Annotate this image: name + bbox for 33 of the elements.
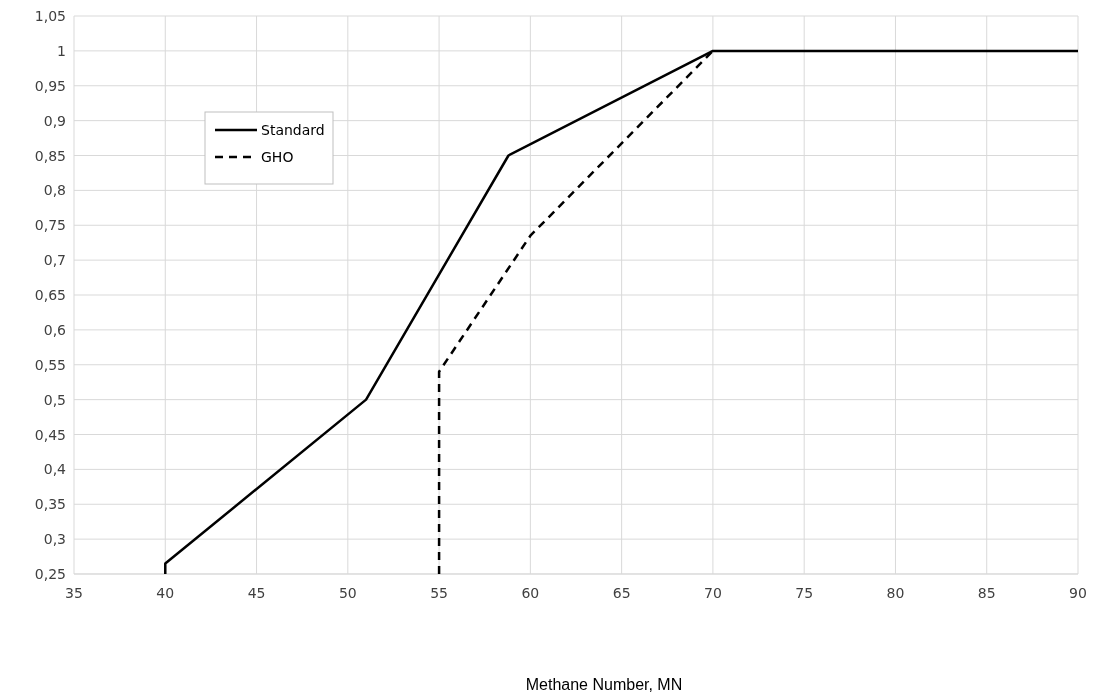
y-tick-label: 1 xyxy=(57,42,66,59)
x-tick-label: 45 xyxy=(247,585,266,601)
x-tick-label: 90 xyxy=(1069,585,1087,601)
y-tick-label: 0,85 xyxy=(34,147,66,164)
x-tick-label: 50 xyxy=(338,585,357,601)
x-tick-label: 40 xyxy=(156,585,175,601)
x-tick-label: 60 xyxy=(521,585,540,601)
legend-label: Standard xyxy=(261,122,325,138)
y-tick-label: 0,7 xyxy=(43,252,66,269)
legend-label: GHO xyxy=(261,149,294,165)
line-series xyxy=(164,49,1080,576)
y-tick-label: 0,75 xyxy=(34,217,66,234)
y-tick-label: 0,65 xyxy=(34,287,66,303)
x-tick-label: 70 xyxy=(704,585,722,601)
x-tick-label: 75 xyxy=(795,585,814,601)
y-tick-label: 0,55 xyxy=(34,356,66,373)
y-tick-label: 0,25 xyxy=(34,566,66,582)
y-tick-label: 0,45 xyxy=(34,426,66,443)
x-tick-label: 80 xyxy=(886,585,905,601)
y-tick-label: 1,05 xyxy=(34,8,66,24)
y-tick-label: 0,3 xyxy=(43,531,66,548)
x-tick-label: 35 xyxy=(65,585,83,601)
y-tick-label: 0,5 xyxy=(43,391,66,408)
y-tick-label: 0,35 xyxy=(34,496,66,513)
y-tick-label: 0,9 xyxy=(43,112,66,129)
y-tick-label: 0,95 xyxy=(34,77,66,94)
x-tick-label: 55 xyxy=(430,585,448,601)
y-tick-label: 0,6 xyxy=(43,321,67,338)
y-tick-label: 0,8 xyxy=(43,182,66,199)
y-tick-label: 0,4 xyxy=(43,461,67,478)
x-tick-label: 85 xyxy=(977,585,996,601)
x-tick-label: 65 xyxy=(612,585,631,601)
x-axis-title: Methane Number, MN xyxy=(525,676,683,693)
